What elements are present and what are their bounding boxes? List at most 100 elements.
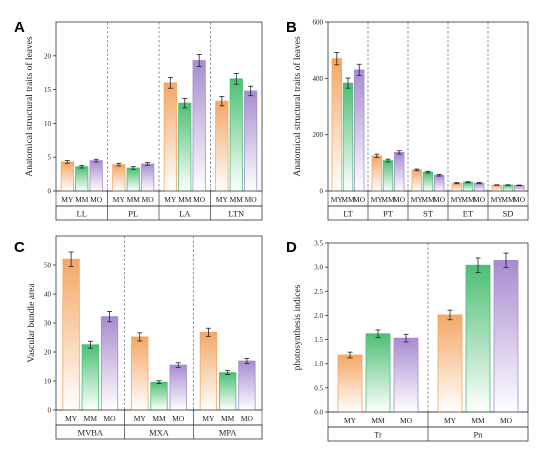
panel-letter: C bbox=[14, 239, 25, 256]
category-label: MO bbox=[142, 195, 155, 204]
bar-MVBA-MM bbox=[81, 344, 99, 411]
y-tick-label: 2.0 bbox=[314, 312, 323, 320]
bar-SD-MO bbox=[514, 184, 525, 192]
group-row bbox=[55, 424, 263, 440]
y-axis-label: photosynthesis indices bbox=[293, 284, 303, 370]
bar-ST-MM bbox=[422, 171, 434, 192]
bar-LT-MO bbox=[353, 69, 365, 192]
group-label-MXA: MXA bbox=[149, 428, 170, 438]
category-label: MO bbox=[513, 195, 526, 204]
bar-LA-MM bbox=[178, 102, 192, 192]
y-axis-label: Anatomical structural traits of leaves bbox=[292, 36, 303, 177]
bar-LT-MM bbox=[342, 82, 354, 192]
category-label: MY bbox=[216, 195, 229, 204]
bar-SD-MM bbox=[502, 184, 514, 192]
category-label: MM bbox=[221, 414, 235, 423]
group-label-SD: SD bbox=[503, 209, 514, 219]
bar-LA-MY bbox=[163, 82, 177, 192]
bar-LTN-MY bbox=[215, 100, 229, 192]
group-label-Tr: Tr bbox=[374, 430, 382, 440]
group-label-PL: PL bbox=[128, 209, 138, 219]
y-axis-label: Vascular bundle area bbox=[27, 283, 37, 363]
panel-letter: B bbox=[286, 19, 297, 36]
group-label-MPA: MPA bbox=[219, 428, 238, 438]
category-label: MO bbox=[90, 195, 103, 204]
category-label: MO bbox=[172, 414, 185, 423]
group-label-LT: LT bbox=[343, 209, 353, 219]
category-label: MM bbox=[152, 414, 166, 423]
bar-ST-MY bbox=[411, 169, 423, 192]
group-label-ST: ST bbox=[423, 209, 434, 219]
y-tick-label: 200 bbox=[313, 131, 324, 139]
bar-LTN-MO bbox=[244, 90, 258, 192]
y-tick-label: 400 bbox=[313, 75, 324, 83]
category-label: MO bbox=[353, 195, 366, 204]
category-label: MM bbox=[178, 195, 192, 204]
bar-LT-MY bbox=[331, 58, 343, 192]
bar-MVBA-MO bbox=[100, 316, 119, 411]
bar-Tr-MO bbox=[393, 337, 419, 413]
category-label: MM bbox=[461, 195, 475, 204]
bar-MXA-MY bbox=[131, 336, 149, 411]
category-label: MM bbox=[127, 195, 141, 204]
category-label: MM bbox=[501, 195, 515, 204]
category-label: MY bbox=[134, 414, 147, 423]
category-label: MO bbox=[245, 195, 258, 204]
category-label: MY bbox=[411, 195, 424, 204]
group-label-LTN: LTN bbox=[228, 209, 244, 219]
y-tick-label: 10 bbox=[44, 120, 52, 128]
category-label: MY bbox=[61, 195, 74, 204]
category-label: MY bbox=[344, 416, 357, 425]
category-label: MM bbox=[371, 416, 385, 425]
category-label: MY bbox=[451, 195, 464, 204]
group-label-Pn: Pn bbox=[474, 430, 484, 440]
group-label-LA: LA bbox=[179, 209, 191, 219]
category-label: MY bbox=[444, 416, 457, 425]
bar-LL-MM bbox=[75, 166, 89, 192]
category-label: MY bbox=[113, 195, 126, 204]
bar-Pn-MO bbox=[493, 259, 519, 413]
panel-C: C Vascular bundle area 0 10 20 30 40 50 MY MM MO MY… bbox=[14, 235, 263, 440]
y-tick-label: 50 bbox=[44, 262, 52, 270]
y-tick-label: 3.0 bbox=[314, 264, 323, 272]
category-label: MY bbox=[491, 195, 504, 204]
bar-MVBA-MY bbox=[62, 258, 80, 411]
category-label: MM bbox=[75, 195, 89, 204]
bar-Tr-MY bbox=[337, 354, 363, 413]
y-tick-label: 20 bbox=[44, 52, 52, 60]
category-label: MY bbox=[371, 195, 384, 204]
group-label-PT: PT bbox=[383, 209, 394, 219]
bar-LA-MO bbox=[192, 60, 206, 192]
y-tick-label: 1.0 bbox=[314, 360, 323, 368]
y-tick-label: 0 bbox=[48, 407, 52, 415]
bar-MXA-MO bbox=[169, 364, 187, 411]
y-tick-label: 30 bbox=[44, 320, 52, 328]
bar-LTN-MM bbox=[229, 78, 243, 192]
bar-MPA-MY bbox=[199, 331, 218, 411]
category-label: MO bbox=[393, 195, 406, 204]
category-label: MY bbox=[164, 195, 177, 204]
bar-ET-MY bbox=[451, 182, 463, 192]
group-label-MVBA: MVBA bbox=[78, 428, 104, 438]
category-label: MY bbox=[65, 414, 78, 423]
category-label: MO bbox=[241, 414, 254, 423]
bar-ST-MO bbox=[433, 174, 445, 192]
bar-LL-MY bbox=[60, 161, 74, 192]
panel-letter: D bbox=[286, 239, 297, 256]
bar-PT-MO bbox=[393, 152, 405, 192]
bar-MXA-MM bbox=[150, 381, 168, 411]
category-label: MM bbox=[230, 195, 244, 204]
group-row bbox=[327, 205, 529, 221]
category-label: MY bbox=[202, 414, 215, 423]
bar-ET-MO bbox=[473, 182, 485, 192]
y-tick-label: 0 bbox=[320, 188, 324, 196]
bar-SD-MY bbox=[491, 184, 503, 192]
y-tick-label: 5 bbox=[48, 154, 52, 162]
bar-ET-MM bbox=[462, 181, 474, 192]
bar-MPA-MM bbox=[219, 372, 237, 411]
category-label: MM bbox=[84, 414, 98, 423]
